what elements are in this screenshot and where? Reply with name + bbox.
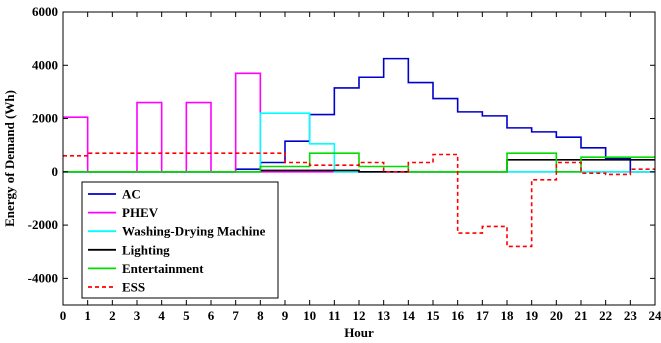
- series-line-entertainment: [63, 152, 655, 173]
- y-axis-ticks: -4000 -2000 0 2000 4000 6000: [28, 4, 655, 285]
- legend-box: [81, 181, 279, 299]
- x-tick-label: 18: [501, 308, 515, 323]
- y-tick-label: 2000: [32, 111, 58, 126]
- x-tick-label: 24: [649, 308, 661, 323]
- x-tick-label: 20: [550, 308, 563, 323]
- legend-label: AC: [122, 187, 141, 202]
- x-tick-label: 2: [109, 308, 116, 323]
- x-tick-label: 4: [158, 308, 165, 323]
- x-tick-label: 23: [624, 308, 638, 323]
- x-tick-label: 0: [60, 308, 67, 323]
- x-tick-label: 5: [183, 308, 190, 323]
- x-tick-label: 11: [328, 308, 340, 323]
- x-tick-label: 3: [134, 308, 141, 323]
- x-tick-label: 1: [84, 308, 91, 323]
- y-tick-label: 6000: [32, 4, 58, 19]
- legend-label: Lighting: [122, 242, 170, 257]
- legend-label: PHEV: [122, 205, 159, 220]
- x-tick-label: 19: [525, 308, 539, 323]
- legend: AC PHEV Washing-Drying Machine Lighting Ente…: [81, 181, 279, 299]
- y-tick-label: 0: [52, 164, 59, 179]
- x-axis-ticks: 0 1 2 3 4 5 6 7 8 9 10 11 12 13 14 15 16 17 18 19 20 21 22 23 24: [60, 12, 661, 323]
- x-tick-label: 17: [476, 308, 490, 323]
- legend-label: ESS: [122, 280, 145, 295]
- x-tick-label: 13: [377, 308, 391, 323]
- x-tick-label: 9: [282, 308, 289, 323]
- x-tick-label: 12: [353, 308, 366, 323]
- legend-label: Entertainment: [122, 261, 204, 276]
- x-tick-label: 8: [257, 308, 264, 323]
- x-tick-label: 22: [599, 308, 612, 323]
- series-line-ess: [63, 152, 655, 248]
- y-tick-label: 4000: [32, 57, 58, 72]
- y-axis-title: Energy of Demand (Wh): [2, 90, 17, 227]
- y-tick-label: -2000: [28, 217, 58, 232]
- series-layer: [63, 57, 655, 248]
- x-tick-label: 6: [208, 308, 215, 323]
- x-tick-label: 14: [402, 308, 416, 323]
- y-tick-label: -4000: [28, 270, 58, 285]
- x-tick-label: 7: [232, 308, 239, 323]
- legend-label: Washing-Drying Machine: [122, 224, 266, 239]
- x-axis-title: Hour: [344, 325, 374, 340]
- x-tick-label: 15: [427, 308, 441, 323]
- x-tick-label: 10: [303, 308, 316, 323]
- x-tick-label: 21: [575, 308, 588, 323]
- x-tick-label: 16: [451, 308, 465, 323]
